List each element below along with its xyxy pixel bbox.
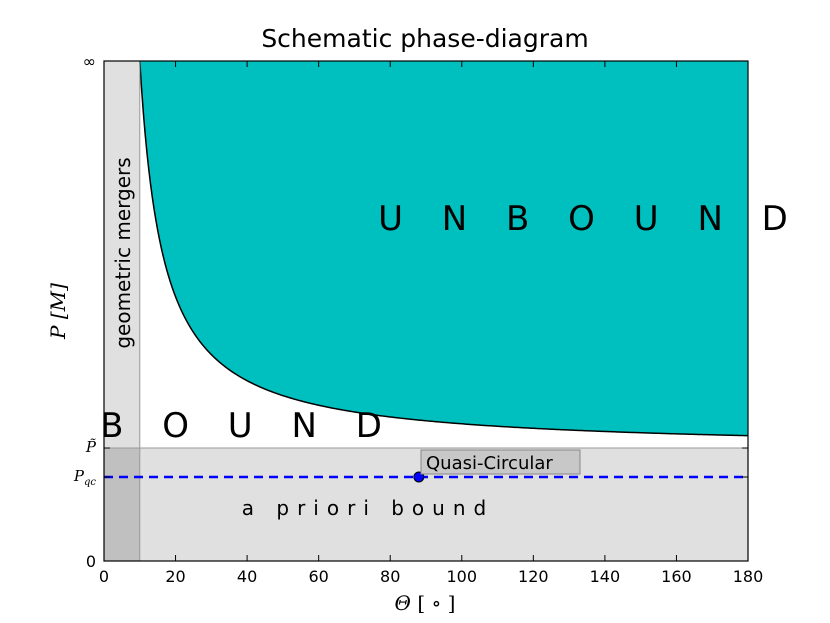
overlap-region <box>104 448 140 561</box>
x-tick-label-160: 160 <box>661 567 692 586</box>
x-tick-label-120: 120 <box>518 567 549 586</box>
x-tick-label-100: 100 <box>447 567 478 586</box>
y-axis-label: P [M] <box>46 283 70 340</box>
x-tick-label-180: 180 <box>733 567 764 586</box>
x-axis-label-unit: [ ∘ ] <box>417 591 455 615</box>
x-tick-label-20: 20 <box>165 567 185 586</box>
y-tick-pqc-sub: qc <box>84 477 96 488</box>
x-axis-label-theta: Θ <box>395 591 411 615</box>
x-axis-label: Θ [ ∘ ] <box>395 591 456 615</box>
boundary-curve <box>139 60 749 437</box>
y-tick-zero: 0 <box>86 552 96 571</box>
y-axis-label-m: [M] <box>46 283 70 319</box>
quasi-circular-label: Quasi-Circular <box>426 453 553 474</box>
x-axis-ticks: 0 20 40 60 80 100 120 140 160 180 <box>99 61 763 586</box>
unbound-label: U N B O U N D <box>378 199 802 239</box>
plot-frame <box>103 60 749 562</box>
quasi-circular-annotation: Quasi-Circular <box>420 449 581 475</box>
bound-label: B O U N D <box>100 406 396 446</box>
x-tick-label-60: 60 <box>308 567 328 586</box>
x-tick-label-40: 40 <box>237 567 257 586</box>
x-tick-label-0: 0 <box>99 567 109 586</box>
x-tick-label-80: 80 <box>380 567 400 586</box>
y-axis-label-p: P <box>46 325 70 340</box>
y-tick-pqc: Pqc <box>73 467 96 488</box>
y-tick-ptilde: P̃ <box>85 438 97 456</box>
chart-title: Schematic phase-diagram <box>261 24 588 53</box>
plot-regions <box>104 60 749 561</box>
y-axis-ticks: 0 Pqc P̃ ∞ <box>73 52 748 571</box>
y-tick-infinity: ∞ <box>83 52 96 71</box>
geometric-mergers-label: geometric mergers <box>111 157 135 348</box>
y-tick-pqc-main: P <box>73 467 85 485</box>
a-priori-bound-label: a priori bound <box>242 496 494 520</box>
unbound-region <box>139 61 748 436</box>
quasi-circular-box <box>420 449 581 475</box>
x-tick-label-140: 140 <box>590 567 621 586</box>
